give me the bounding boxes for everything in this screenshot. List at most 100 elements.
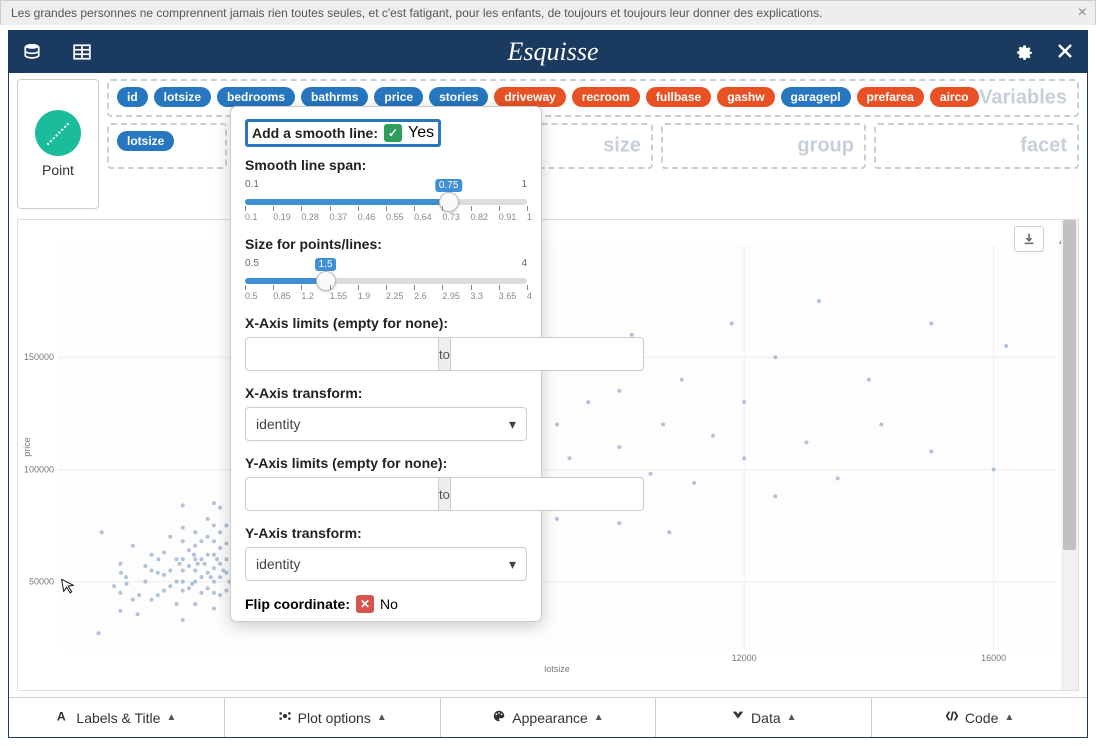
var-pill-stories[interactable]: stories [429, 87, 488, 107]
svg-text:price: price [22, 437, 32, 457]
tab-appearance[interactable]: Appearance ▲ [441, 698, 657, 737]
var-pill-airco[interactable]: airco [930, 87, 979, 107]
var-pill-bedrooms[interactable]: bedrooms [217, 87, 295, 107]
xlim-min-input[interactable] [245, 337, 439, 371]
table-icon[interactable] [73, 43, 91, 61]
tab-icon [492, 709, 506, 726]
smooth-line-toggle[interactable]: Add a smooth line: ✓ Yes [245, 119, 441, 147]
aes-group-label: group [797, 135, 854, 158]
caret-up-icon: ▲ [787, 712, 797, 723]
tab-label: Data [751, 710, 781, 726]
info-banner: Les grandes personnes ne comprennent jam… [0, 0, 1096, 25]
plot-options-popover: Add a smooth line: ✓ Yes Smooth line spa… [230, 106, 542, 622]
span-max: 1 [521, 179, 527, 190]
info-banner-text: Les grandes personnes ne comprennent jam… [11, 6, 822, 20]
ytrans-title: Y-Axis transform: [245, 525, 527, 541]
var-pill-price[interactable]: price [374, 87, 423, 107]
caret-up-icon: ▲ [594, 712, 604, 723]
svg-text:lotsize: lotsize [544, 664, 570, 674]
ylim-max-input[interactable] [450, 477, 644, 511]
var-pill-gashw[interactable]: gashw [717, 87, 774, 107]
chevron-down-icon: ▾ [509, 556, 516, 573]
tab-code[interactable]: Code▲ [872, 698, 1087, 737]
var-pill-id[interactable]: id [117, 87, 148, 107]
flip-value: No [380, 596, 398, 612]
esquisse-app: Esquisse Point id lotsize bedrooms bathrms p… [8, 30, 1088, 738]
svg-text:16000: 16000 [981, 653, 1006, 663]
xlim-to: to [439, 337, 450, 371]
database-icon[interactable] [23, 43, 41, 61]
size-title: Size for points/lines: [245, 236, 527, 252]
var-pill-lotsize[interactable]: lotsize [154, 87, 211, 107]
aes-facet-shelf[interactable]: facet [874, 123, 1079, 169]
span-min: 0.1 [245, 179, 259, 190]
bottom-tabs: A Labels & Title ▲ Plot options ▲ Appearance ▲… [9, 697, 1087, 737]
check-no-icon: ✕ [356, 595, 374, 613]
download-button[interactable] [1014, 226, 1044, 252]
caret-up-icon: ▲ [166, 712, 176, 723]
flip-coord-toggle[interactable]: Flip coordinate: ✕ No [245, 595, 527, 613]
ytrans-select[interactable]: identity ▾ [245, 547, 527, 581]
var-pill-recroom[interactable]: recroom [572, 87, 640, 107]
var-pill-bathrms[interactable]: bathrms [301, 87, 368, 107]
ylim-title: Y-Axis limits (empty for none): [245, 455, 527, 471]
header-bar: Esquisse [9, 31, 1087, 73]
geom-label: Point [42, 162, 74, 178]
size-max: 4 [521, 258, 527, 269]
tab-icon [278, 709, 292, 726]
span-value-bubble: 0.75 [435, 179, 462, 192]
smooth-line-label: Add a smooth line: [252, 125, 378, 141]
size-value-bubble: 1.5 [315, 258, 337, 271]
plot-scrollbar[interactable] [1061, 220, 1078, 690]
gear-icon[interactable] [1015, 43, 1033, 61]
size-slider[interactable]: 0.5 1.5 4 0.50.851.21.551.92.252.62.953.… [245, 258, 527, 301]
tab-label: Appearance [512, 710, 588, 726]
var-pill-fullbase[interactable]: fullbase [646, 87, 711, 107]
xlim-title: X-Axis limits (empty for none): [245, 315, 527, 331]
tab-label: Plot options [298, 710, 371, 726]
aes-x-shelf[interactable]: lotsize [107, 123, 227, 169]
tab-label: Labels & Title [76, 710, 160, 726]
ylim-min-input[interactable] [245, 477, 439, 511]
xtrans-value: identity [256, 416, 300, 432]
tab-data[interactable]: Data ▲ [656, 698, 872, 737]
geom-selector[interactable]: Point [17, 79, 99, 209]
aes-group-shelf[interactable]: group [661, 123, 866, 169]
ylim-to: to [439, 477, 450, 511]
geom-point-icon [35, 110, 81, 156]
caret-up-icon: ▲ [1004, 712, 1014, 723]
plot-area: 500001000001500001200016000pricelotsize … [17, 219, 1079, 691]
aesthetics-area: Point id lotsize bedrooms bathrms price stori… [9, 73, 1087, 213]
aes-size-label: size [603, 135, 641, 158]
svg-text:150000: 150000 [24, 352, 54, 362]
caret-up-icon: ▲ [377, 712, 387, 723]
ytrans-value: identity [256, 556, 300, 572]
xlim-max-input[interactable] [450, 337, 644, 371]
tab-plot-options[interactable]: Plot options ▲ [225, 698, 441, 737]
var-pill-prefarea[interactable]: prefarea [857, 87, 924, 107]
var-pill-driveway[interactable]: driveway [494, 87, 565, 107]
tab-icon [731, 709, 745, 726]
aes-facet-label: facet [1020, 135, 1067, 158]
xtrans-title: X-Axis transform: [245, 385, 527, 401]
aes-x-pill[interactable]: lotsize [117, 131, 174, 151]
scatter-plot: 50000 100000 150000 12000 16000 price lotsize [18, 220, 1078, 690]
xtrans-select[interactable]: identity ▾ [245, 407, 527, 441]
var-pill-garagepl[interactable]: garagepl [781, 87, 851, 107]
chevron-down-icon: ▾ [509, 416, 516, 433]
tab-icon [945, 709, 959, 726]
app-title: Esquisse [91, 37, 1015, 67]
svg-text:100000: 100000 [24, 464, 54, 474]
xlim-inputs: to [245, 337, 527, 371]
banner-close-icon[interactable]: × [1078, 4, 1087, 22]
size-min: 0.5 [245, 258, 259, 269]
close-icon[interactable] [1057, 43, 1073, 61]
svg-text:50000: 50000 [29, 577, 54, 587]
check-yes-icon: ✓ [384, 124, 402, 142]
tab-labels-title[interactable]: A Labels & Title ▲ [9, 698, 225, 737]
svg-text:12000: 12000 [732, 653, 757, 663]
span-slider[interactable]: 0.1 0.75 1 0.10.190.280.370.460.550.640.… [245, 179, 527, 222]
ylim-inputs: to [245, 477, 527, 511]
svg-text:A: A [57, 709, 66, 723]
smooth-line-value: Yes [408, 124, 434, 142]
